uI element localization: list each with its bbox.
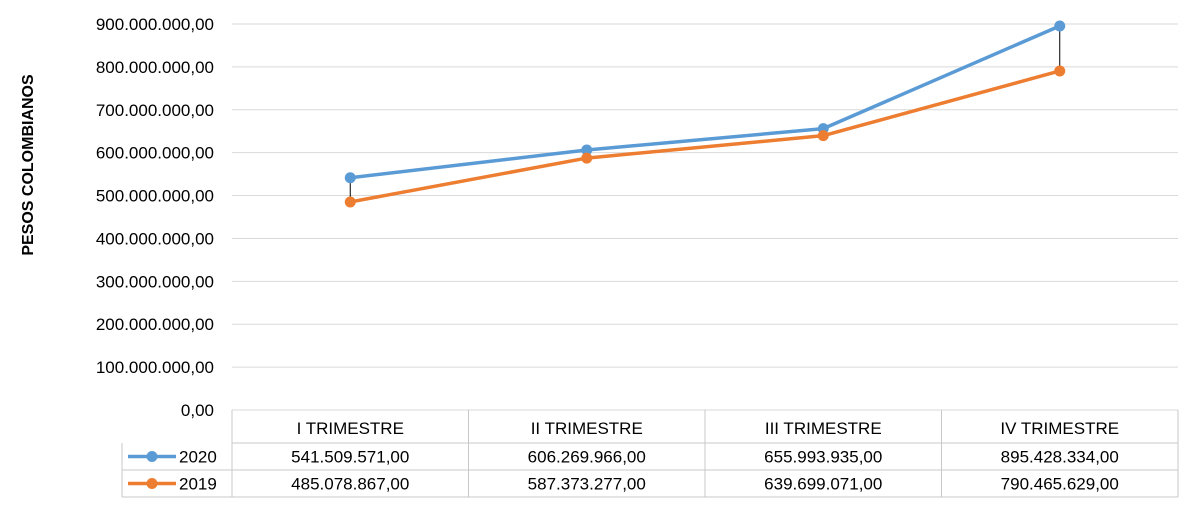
table-cell: 655.993.935,00 bbox=[764, 448, 882, 467]
legend-marker-2020 bbox=[146, 451, 158, 462]
table-cell: 639.699.071,00 bbox=[764, 475, 882, 494]
legend-label: 2020 bbox=[179, 448, 217, 467]
data-point-2020 bbox=[1054, 20, 1066, 32]
y-axis-ticks: 0,00 100.000.000,00 200.000.000,00 300.000.… bbox=[96, 15, 214, 420]
table-cell: 790.465.629,00 bbox=[1001, 475, 1119, 494]
series-line-2020 bbox=[350, 24, 1061, 180]
y-tick-label: 500.000.000,00 bbox=[96, 187, 214, 206]
y-tick-label: 100.000.000,00 bbox=[96, 358, 214, 377]
legend-marker-2019 bbox=[146, 478, 158, 489]
data-point-2019 bbox=[1054, 65, 1066, 77]
table-cell: 485.078.867,00 bbox=[291, 475, 409, 494]
y-tick-label: 900.000.000,00 bbox=[96, 15, 214, 34]
data-point-2020 bbox=[344, 172, 356, 184]
table-cell: 587.373.277,00 bbox=[528, 475, 646, 494]
data-table: I TRIMESTRE II TRIMESTRE III TRIMESTRE IV T… bbox=[121, 410, 1179, 498]
data-point-2019 bbox=[817, 130, 829, 142]
y-tick-label: 400.000.000,00 bbox=[96, 229, 214, 248]
y-tick-label: 800.000.000,00 bbox=[96, 58, 214, 77]
category-label: IV TRIMESTRE bbox=[1000, 419, 1119, 438]
data-point-2019 bbox=[344, 196, 356, 208]
series-line-2019 bbox=[349, 69, 1061, 204]
table-cell: 606.269.966,00 bbox=[528, 448, 646, 467]
y-axis-label: PESOS COLOMBIANOS bbox=[20, 74, 37, 256]
gridlines bbox=[232, 23, 1178, 411]
y-tick-label: 300.000.000,00 bbox=[96, 272, 214, 291]
y-tick-label: 600.000.000,00 bbox=[96, 144, 214, 163]
data-point-2019 bbox=[581, 152, 593, 164]
high-low-lines bbox=[349, 25, 1061, 202]
category-label: I TRIMESTRE bbox=[297, 419, 404, 438]
series-lines bbox=[344, 20, 1066, 208]
y-tick-label: 200.000.000,00 bbox=[96, 315, 214, 334]
y-tick-label: 0,00 bbox=[181, 401, 214, 420]
table-cell: 541.509.571,00 bbox=[291, 448, 409, 467]
y-tick-label: 700.000.000,00 bbox=[96, 101, 214, 120]
table-cell: 895.428.334,00 bbox=[1001, 448, 1119, 467]
legend-label: 2019 bbox=[179, 475, 217, 494]
data-point-2020 bbox=[581, 144, 593, 156]
category-label: II TRIMESTRE bbox=[531, 419, 643, 438]
category-label: III TRIMESTRE bbox=[765, 419, 882, 438]
